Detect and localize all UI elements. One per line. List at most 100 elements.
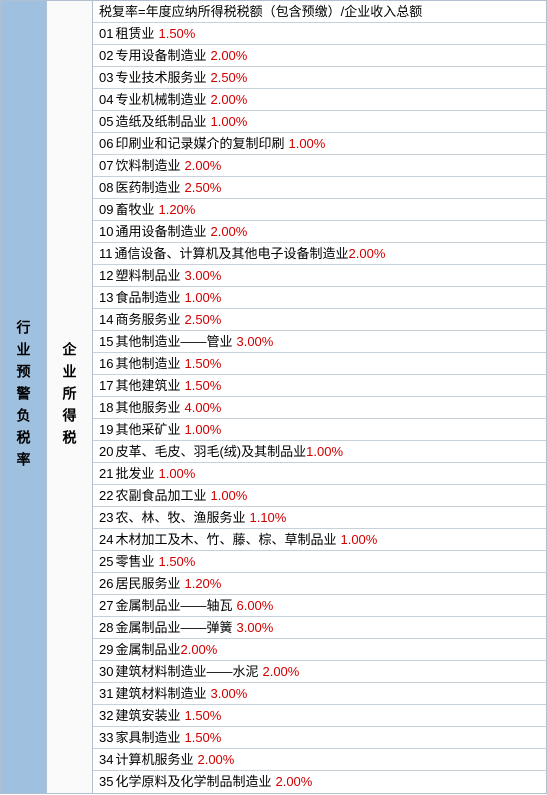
data-column: 税复率=年度应纳所得税税额（包含预缴）/企业收入总额 01 租赁业1.50%02… [93,1,546,793]
industry-label: 其他采矿业 [115,421,180,439]
tax-rate: 2.50% [184,311,221,329]
table-row: 02 专用设备制造业2.00% [93,45,546,67]
table-row: 04 专业机械制造业2.00% [93,89,546,111]
row-number: 05 [99,113,113,131]
row-number: 31 [99,685,113,703]
industry-label: 塑料制品业 [115,267,180,285]
tax-rate: 1.00% [184,289,221,307]
table-row: 28 金属制品业——弹簧3.00% [93,617,546,639]
category-label: 行业预警负税率 [14,320,34,474]
category-column: 行业预警负税率 [1,1,47,793]
row-number: 17 [99,377,113,395]
industry-label: 印刷业和记录媒介的复制印刷 [115,135,284,153]
row-number: 10 [99,223,113,241]
tax-rate: 1.50% [184,707,221,725]
tax-rate: 1.50% [184,377,221,395]
table-row: 12 塑料制品业3.00% [93,265,546,287]
industry-label: 租赁业 [115,25,154,43]
industry-label: 建筑材料制造业——水泥 [115,663,258,681]
row-number: 14 [99,311,113,329]
row-number: 15 [99,333,113,351]
industry-label: 专业技术服务业 [115,69,206,87]
rows-container: 01 租赁业1.50%02 专用设备制造业2.00%03 专业技术服务业2.50… [93,23,546,793]
table-row: 29金属制品业2.00% [93,639,546,661]
industry-label: 居民服务业 [115,575,180,593]
table-row: 23 农、林、牧、渔服务业1.10% [93,507,546,529]
table-row: 35 化学原料及化学制品制造业2.00% [93,771,546,793]
table-row: 24 木材加工及木、竹、藤、棕、草制品业1.00% [93,529,546,551]
table-row: 34 计算机服务业2.00% [93,749,546,771]
row-number: 28 [99,619,113,637]
industry-label: 化学原料及化学制品制造业 [115,773,271,791]
industry-label: 金属制品业——轴瓦 [115,597,232,615]
table-row: 16 其他制造业1.50% [93,353,546,375]
tax-rate: 3.00% [184,267,221,285]
table-row: 07 饮料制造业2.00% [93,155,546,177]
row-number: 09 [99,201,113,219]
table-row: 14 商务服务业2.50% [93,309,546,331]
tax-rate: 3.00% [236,333,273,351]
tax-rate: 1.00% [158,465,195,483]
industry-label: 专用设备制造业 [115,47,206,65]
table-row: 09 畜牧业1.20% [93,199,546,221]
tax-rate: 1.50% [184,355,221,373]
table-row: 13 食品制造业1.00% [93,287,546,309]
table-row: 25 零售业1.50% [93,551,546,573]
industry-label: 造纸及纸制品业 [115,113,206,131]
industry-label: 食品制造业 [115,289,180,307]
row-number: 07 [99,157,113,175]
industry-label: 通信设备、计算机及其他电子设备制造业 [115,245,349,263]
industry-label: 通用设备制造业 [115,223,206,241]
row-number: 30 [99,663,113,681]
tax-rate: 6.00% [236,597,273,615]
table-row: 22 农副食品加工业1.00% [93,485,546,507]
industry-label: 农、林、牧、渔服务业 [115,509,245,527]
tax-rate: 1.00% [184,421,221,439]
row-number: 18 [99,399,113,417]
tax-rate: 2.00% [275,773,312,791]
tax-rate: 1.00% [306,443,343,461]
table-row: 32 建筑安装业1.50% [93,705,546,727]
industry-label: 其他制造业 [115,355,180,373]
tax-rate: 1.20% [184,575,221,593]
industry-label: 零售业 [115,553,154,571]
row-number: 13 [99,289,113,307]
formula-header: 税复率=年度应纳所得税税额（包含预缴）/企业收入总额 [93,1,546,23]
row-number: 22 [99,487,113,505]
table-row: 03 专业技术服务业2.50% [93,67,546,89]
row-number: 34 [99,751,113,769]
row-number: 23 [99,509,113,527]
tax-rate: 2.00% [262,663,299,681]
tax-rate: 1.50% [158,25,195,43]
industry-label: 商务服务业 [115,311,180,329]
row-number: 26 [99,575,113,593]
table-row: 31 建筑材料制造业3.00% [93,683,546,705]
table-row: 15 其他制造业——管业3.00% [93,331,546,353]
table-row: 27 金属制品业——轴瓦6.00% [93,595,546,617]
row-number: 21 [99,465,113,483]
row-number: 24 [99,531,113,549]
tax-rate: 2.00% [197,751,234,769]
tax-rate: 2.00% [210,223,247,241]
row-number: 01 [99,25,113,43]
table-row: 19 其他采矿业1.00% [93,419,546,441]
tax-rate: 2.00% [349,245,386,263]
row-number: 27 [99,597,113,615]
industry-label: 金属制品业 [115,641,180,659]
row-number: 11 [99,245,113,263]
row-number: 08 [99,179,113,197]
row-number: 12 [99,267,113,285]
row-number: 20 [99,443,113,461]
industry-label: 畜牧业 [115,201,154,219]
industry-label: 医药制造业 [115,179,180,197]
tax-rate: 3.00% [236,619,273,637]
industry-label: 饮料制造业 [115,157,180,175]
table-row: 17 其他建筑业1.50% [93,375,546,397]
table-row: 33 家具制造业1.50% [93,727,546,749]
industry-label: 其他制造业——管业 [115,333,232,351]
row-number: 02 [99,47,113,65]
row-number: 03 [99,69,113,87]
table-row: 01 租赁业1.50% [93,23,546,45]
row-number: 35 [99,773,113,791]
industry-label: 计算机服务业 [115,751,193,769]
